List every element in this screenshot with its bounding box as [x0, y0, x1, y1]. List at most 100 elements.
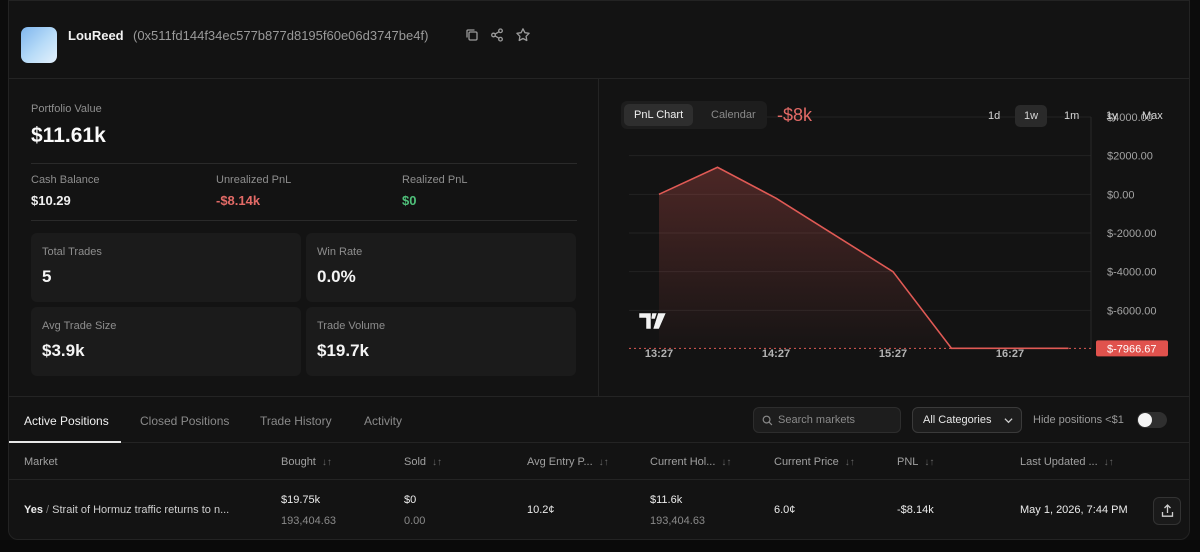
active-tab-indicator: [9, 441, 121, 443]
stat-card-value: 5: [42, 267, 52, 286]
cash-balance-label: Cash Balance: [31, 174, 100, 186]
column-label: Last Updated ...: [1020, 456, 1098, 468]
y-tick-label: $-6000.00: [1107, 305, 1157, 317]
stat-card-label: Total Trades: [42, 246, 102, 258]
sort-icon: ↓↑: [432, 457, 443, 468]
background-page-strip: [0, 540, 1200, 552]
logo-shape: [638, 312, 667, 330]
column-label: PNL: [897, 456, 919, 468]
market-title: Strait of Hormuz traffic returns to n...: [52, 504, 230, 516]
portfolio-value-label: Portfolio Value: [31, 103, 102, 115]
pnl-chart-panel: $4000.00 $2000.00 $0.00 $-2000.00 $-4000.00 $…: [599, 79, 1189, 397]
y-tick-label: $2000.00: [1107, 151, 1153, 163]
chevron-down-icon: [1004, 418, 1013, 424]
last-value-badge: [1096, 340, 1168, 357]
x-tick-label: 13:27: [645, 348, 673, 360]
column-pnl[interactable]: PNL ↓↑: [897, 456, 934, 468]
tab-calendar[interactable]: Calendar: [711, 109, 756, 121]
column-label: Market: [24, 456, 58, 468]
last-updated-value: May 1, 2026, 7:44 PM: [1020, 504, 1128, 516]
star-icon[interactable]: [515, 27, 531, 43]
tab-trade-history[interactable]: Trade History: [260, 414, 332, 428]
upload-icon: [1161, 504, 1174, 517]
search-icon: [762, 415, 773, 426]
tab-pnl-chart[interactable]: PnL Chart: [624, 104, 694, 126]
stat-card-value: $3.9k: [42, 341, 85, 360]
avatar: [21, 27, 57, 63]
portfolio-stats: Portfolio Value $11.61k Cash Balance $10…: [9, 79, 599, 397]
table-row[interactable]: Yes / Strait of Hormuz traffic returns t…: [9, 481, 1189, 539]
timeframe-1m[interactable]: 1m: [1064, 110, 1080, 122]
search-box: [753, 407, 901, 433]
column-last-updated[interactable]: Last Updated ... ↓↑: [1020, 456, 1114, 468]
x-tick-label: 15:27: [879, 348, 907, 360]
hide-small-positions-label: Hide positions <$1: [1033, 414, 1124, 426]
column-sold[interactable]: Sold ↓↑: [404, 456, 442, 468]
timeframe-max[interactable]: Max: [1142, 110, 1163, 122]
wallet-address: (0x511fd144f34ec577b877d8195f60e06d3747b…: [133, 28, 429, 43]
column-label: Current Price: [774, 456, 839, 468]
stat-card-label: Trade Volume: [317, 320, 386, 332]
holding-value: $11.6k: [650, 494, 683, 506]
column-label: Current Hol...: [650, 456, 716, 468]
last-value-label: $-7966.67: [1107, 343, 1157, 355]
market-cell[interactable]: Yes / Strait of Hormuz traffic returns t…: [24, 504, 229, 516]
category-select-value: All Categories: [923, 414, 992, 426]
y-tick-label: $4000.00: [1107, 112, 1153, 124]
column-current-holding[interactable]: Current Hol... ↓↑: [650, 456, 731, 468]
column-label: Avg Entry P...: [527, 456, 593, 468]
stat-card-label: Win Rate: [317, 246, 363, 258]
portfolio-window: LouReed (0x511fd144f34ec577b877d8195f60e…: [8, 0, 1190, 540]
pnl-headline: -$8k: [777, 105, 813, 125]
y-tick-label: $-2000.00: [1107, 228, 1157, 240]
sold-value: $0: [404, 494, 417, 506]
column-current-price[interactable]: Current Price ↓↑: [774, 456, 855, 468]
current-price-value: 6.0¢: [774, 504, 796, 516]
timeframe-1y[interactable]: 1y: [1106, 110, 1118, 122]
stat-card-trade-volume: Trade Volume $19.7k: [306, 307, 576, 376]
x-tick-label: 14:27: [762, 348, 790, 360]
sort-icon: ↓↑: [598, 457, 609, 468]
toggle-knob: [1138, 413, 1152, 427]
search-input[interactable]: [778, 412, 896, 428]
bought-value: $19.75k: [281, 494, 321, 506]
positions-table-header: Market Bought ↓↑ Sold ↓↑ Avg Entry P... ↓↑ …: [9, 444, 1189, 480]
sort-icon: ↓↑: [1103, 457, 1114, 468]
realized-pnl-value: $0: [402, 193, 417, 208]
sort-icon: ↓↑: [721, 457, 732, 468]
divider: [31, 220, 577, 221]
y-tick-label: $-4000.00: [1107, 267, 1157, 279]
tradingview-logo-icon: [638, 312, 667, 330]
pnl-area: [659, 167, 1069, 349]
sort-icon: ↓↑: [924, 457, 935, 468]
tab-closed-positions[interactable]: Closed Positions: [140, 414, 230, 428]
stat-card-value: 0.0%: [317, 267, 356, 286]
cash-balance-value: $10.29: [31, 193, 71, 208]
unrealized-pnl-label: Unrealized PnL: [216, 174, 292, 186]
pnl-value: -$8.14k: [897, 504, 934, 516]
stat-card-label: Avg Trade Size: [42, 320, 117, 332]
share-icon[interactable]: [489, 27, 505, 43]
sort-icon: ↓↑: [321, 457, 332, 468]
y-tick-label: $0.00: [1107, 189, 1135, 201]
holding-shares: 193,404.63: [650, 515, 706, 527]
chart-view-toggle: PnL Chart Calendar: [621, 101, 767, 129]
realized-pnl-label: Realized PnL: [402, 174, 468, 186]
stat-card-win-rate: Win Rate 0.0%: [306, 233, 576, 302]
column-market[interactable]: Market: [24, 456, 58, 468]
divider: [31, 163, 577, 164]
outcome-label: Yes: [24, 504, 43, 516]
column-bought[interactable]: Bought ↓↑: [281, 456, 332, 468]
column-avg-entry[interactable]: Avg Entry P... ↓↑: [527, 456, 609, 468]
portfolio-value: $11.61k: [31, 124, 106, 147]
avg-entry-value: 10.2¢: [527, 504, 555, 516]
copy-icon[interactable]: [464, 27, 480, 43]
share-position-button[interactable]: [1153, 497, 1181, 525]
tab-active-positions[interactable]: Active Positions: [24, 414, 109, 428]
hide-small-positions-toggle[interactable]: [1137, 412, 1167, 428]
category-select[interactable]: All Categories: [912, 407, 1022, 433]
column-label: Sold: [404, 456, 427, 468]
tab-activity[interactable]: Activity: [364, 414, 403, 428]
timeframe-1d[interactable]: 1d: [988, 110, 1001, 122]
timeframe-1w[interactable]: 1w: [1015, 105, 1048, 127]
